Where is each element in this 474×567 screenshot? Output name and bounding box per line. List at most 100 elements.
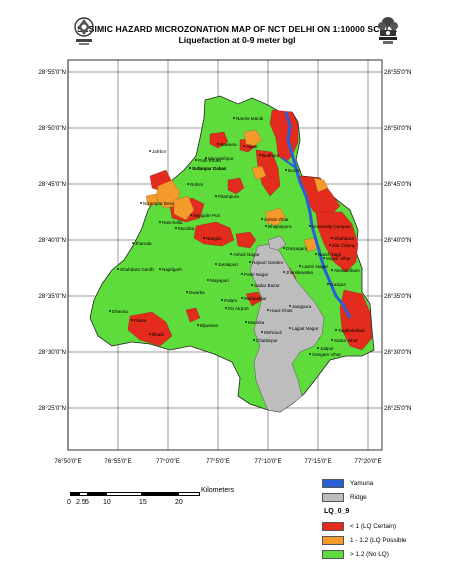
place-label: Jhandewalan <box>286 270 314 275</box>
place-label: Shahdara <box>334 236 354 241</box>
place-label: Dwarka <box>189 290 205 295</box>
lat-tick-label-right: 28°40'0"N <box>384 237 412 244</box>
legend-certain-label: < 1 (LQ Certain) <box>350 523 396 530</box>
ridge-north <box>267 235 287 251</box>
place-dot <box>159 221 161 223</box>
place-dot <box>187 183 189 185</box>
place-label: Mayur Vihar <box>326 256 351 261</box>
place-label: Gazipur <box>330 282 347 287</box>
place-label: Munirka <box>248 320 265 325</box>
place-label: Budhpur <box>262 153 280 158</box>
lat-tick-label-left: 28°25'0"N <box>38 405 66 412</box>
place-dot <box>230 253 232 255</box>
legend-yamuna-swatch <box>322 479 344 488</box>
place-label: Mayapuri <box>210 278 229 283</box>
place-dot <box>329 244 331 246</box>
scale-tick-label: 20 <box>175 499 183 506</box>
place-dot <box>197 324 199 326</box>
place-dot <box>175 227 177 229</box>
place-dot <box>132 242 134 244</box>
place-dot <box>335 329 337 331</box>
place-label: Jharoda <box>135 241 152 246</box>
place-label: Sultanpur Dabas <box>192 166 227 171</box>
legend-possible-label: 1 - 1.2 (LQ Possible <box>350 537 407 544</box>
legend-nolq-swatch <box>322 550 344 559</box>
place-dot <box>289 305 291 307</box>
place-dot <box>283 247 285 249</box>
place-dot <box>131 319 133 321</box>
gsi-emblem-icon <box>74 17 94 45</box>
lon-tick-label: 77°5'0"E <box>206 458 230 465</box>
place-dot <box>251 284 253 286</box>
place-dot <box>331 339 333 341</box>
place-label: Jangpura <box>292 304 312 309</box>
place-dot <box>233 117 235 119</box>
place-label: Nangloi <box>206 236 222 241</box>
lat-tick-label-right: 28°55'0"N <box>384 69 412 76</box>
place-dot <box>195 159 197 161</box>
lat-tick-label-right: 28°50'0"N <box>384 125 412 132</box>
lat-tick-label-left: 28°30'0"N <box>38 349 66 356</box>
scale-tick-label: 10 <box>103 499 111 506</box>
place-dot <box>241 297 243 299</box>
legend-ridge-label: Ridge <box>350 494 367 501</box>
place-dot <box>241 273 243 275</box>
place-label: Bawana <box>220 142 237 147</box>
place-label: Hauz Khas <box>270 308 293 313</box>
place-label: Bhajanpura <box>268 224 292 229</box>
scale-tick-label: 5 <box>85 499 89 506</box>
legend-possible-swatch <box>322 536 344 545</box>
place-dot <box>331 237 333 239</box>
place-label: Mangole Puri <box>193 213 220 218</box>
lq-possible-zones <box>145 129 329 253</box>
lat-tick-label-right: 28°30'0"N <box>384 349 412 356</box>
lon-tick-label: 77°20'0"E <box>354 458 381 465</box>
place-dot <box>225 307 227 309</box>
scale-tick-label: 0 <box>67 499 71 506</box>
place-dot <box>317 347 319 349</box>
scale-bar <box>70 492 200 496</box>
place-label: Narela Mandi <box>236 116 263 121</box>
lon-tick-label: 77°0'0"E <box>156 458 180 465</box>
place-dot <box>159 268 161 270</box>
place-label: Laxmi Nagar <box>302 264 329 269</box>
ridge-area <box>249 243 325 413</box>
lon-tick-label: 76°55'0"E <box>104 458 131 465</box>
place-label: Ashok Nagar <box>233 252 260 257</box>
map-title: SESIMIC HAZARD MICROZONATION MAP OF NCT … <box>76 24 398 34</box>
place-label: Sultanpur Dabas <box>192 166 227 171</box>
place-dot <box>189 167 191 169</box>
place-label: Pitampura <box>218 194 239 199</box>
place-dot <box>285 169 287 171</box>
place-dot <box>265 225 267 227</box>
place-dot <box>259 154 261 156</box>
yamuna-river <box>284 111 352 319</box>
legend-nolq-label: > 1.2 (No LQ) <box>350 551 389 558</box>
place-dot <box>149 150 151 152</box>
place-label: Rohini <box>190 182 203 187</box>
place-dot <box>289 327 291 329</box>
place-dot <box>245 321 247 323</box>
place-dot <box>309 353 311 355</box>
legend-ridge-swatch <box>322 493 344 502</box>
place-dot <box>205 157 207 159</box>
place-label: Nizampur Dera <box>143 201 174 206</box>
legend-certain-swatch <box>322 522 344 531</box>
place-dot <box>149 333 151 335</box>
place-dot <box>327 283 329 285</box>
place-label: Sarita Vihar <box>334 338 358 343</box>
place-dot <box>221 299 223 301</box>
place-label: Bhatti <box>152 332 164 337</box>
lat-tick-label-left: 28°45'0"N <box>38 181 66 188</box>
place-dot <box>315 253 317 255</box>
place-label: Zila Colony <box>332 243 356 248</box>
place-label: Janakpuri <box>218 262 238 267</box>
place-label: Sangam Vihar <box>312 352 341 357</box>
place-label: Patel Nagar <box>244 272 269 277</box>
place-dot <box>215 195 217 197</box>
map-subtitle: Liquefaction at 0-9 meter bgl <box>178 35 296 45</box>
place-dot <box>323 257 325 259</box>
place-label: Lajpat Nagar <box>292 326 319 331</box>
place-label: Sadar Bazar <box>254 283 280 288</box>
axis-tick-labels: 76°50'0"E 76°55'0"E 77°0'0"E 77°5'0"E 77°10'… <box>38 69 411 465</box>
